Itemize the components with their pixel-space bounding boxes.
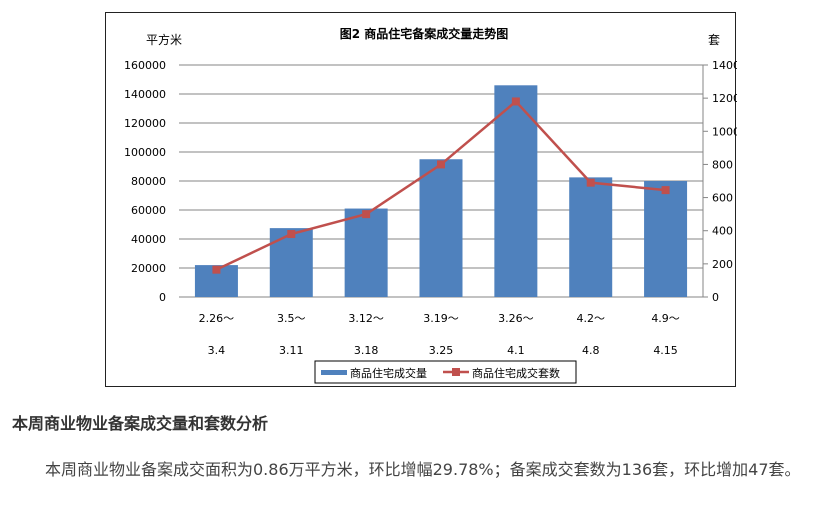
- chart: 图2 商品住宅备案成交量走势图 平方米 套 0 20000 40000 60000 80000…: [105, 12, 737, 387]
- x-tick-label: 2.26～: [199, 312, 235, 325]
- left-tick-label: 60000: [131, 204, 166, 217]
- x-tick-label: 4.2～: [576, 312, 605, 325]
- line-marker: [287, 230, 296, 239]
- x-tick-label: 3.5～: [277, 312, 306, 325]
- right-tick-label: 1000: [712, 125, 737, 138]
- x-tick-label: 4.9～: [651, 312, 680, 325]
- left-tick-label: 140000: [124, 88, 166, 101]
- right-tick-label: 600: [712, 192, 733, 205]
- legend-label: 商品住宅成交量: [350, 366, 427, 380]
- right-tick-label: 800: [712, 158, 733, 171]
- line-marker: [511, 97, 520, 106]
- chart-svg: 图2 商品住宅备案成交量走势图 平方米 套 0 20000 40000 60000 80000…: [124, 26, 737, 384]
- x-tick-label: 3.25: [429, 344, 454, 357]
- chart-title: 图2 商品住宅备案成交量走势图: [340, 26, 509, 41]
- line-marker: [586, 178, 595, 187]
- line-marker: [437, 160, 445, 169]
- left-tick-label: 80000: [131, 175, 166, 188]
- legend-bar-swatch: [321, 370, 347, 375]
- bar: [419, 159, 463, 297]
- line-marker: [362, 210, 371, 219]
- right-axis-label: 套: [708, 33, 720, 47]
- line-marker: [212, 265, 221, 274]
- legend-marker: [452, 368, 460, 376]
- x-tick-label: 4.8: [582, 344, 600, 357]
- legend-label: 商品住宅成交套数: [472, 366, 560, 380]
- x-tick-label: 3.12～: [348, 312, 384, 325]
- x-tick-label: 3.4: [208, 344, 226, 357]
- x-tick-label: 3.19～: [423, 312, 459, 325]
- right-tick-label: 0: [712, 291, 719, 304]
- left-tick-label: 20000: [131, 262, 166, 275]
- line-marker: [661, 186, 670, 195]
- section-heading: 本周商业物业备案成交量和套数分析: [12, 414, 269, 433]
- bar: [344, 208, 388, 297]
- right-tick-label: 1200: [712, 92, 737, 105]
- left-tick-label: 120000: [124, 117, 166, 130]
- left-tick-label: 0: [159, 291, 166, 304]
- bar: [569, 177, 613, 297]
- right-tick-label: 200: [712, 258, 733, 271]
- bar: [644, 181, 688, 297]
- bar: [494, 85, 538, 297]
- bar: [269, 228, 313, 297]
- left-axis-label: 平方米: [146, 32, 182, 47]
- left-tick-label: 100000: [124, 146, 166, 159]
- left-tick-label: 40000: [131, 233, 166, 246]
- x-tick-label: 4.15: [653, 344, 678, 357]
- x-tick-label: 3.18: [354, 344, 379, 357]
- right-tick-label: 1400: [712, 59, 737, 72]
- left-tick-label: 160000: [124, 59, 166, 72]
- paragraph: 本周商业物业备案成交面积为0.86万平方米，环比增幅29.78%；备案成交套数为…: [45, 460, 801, 479]
- x-tick-label: 3.26～: [498, 312, 534, 325]
- x-tick-label: 4.1: [507, 344, 525, 357]
- right-tick-label: 400: [712, 225, 733, 238]
- x-tick-label: 3.11: [279, 344, 304, 357]
